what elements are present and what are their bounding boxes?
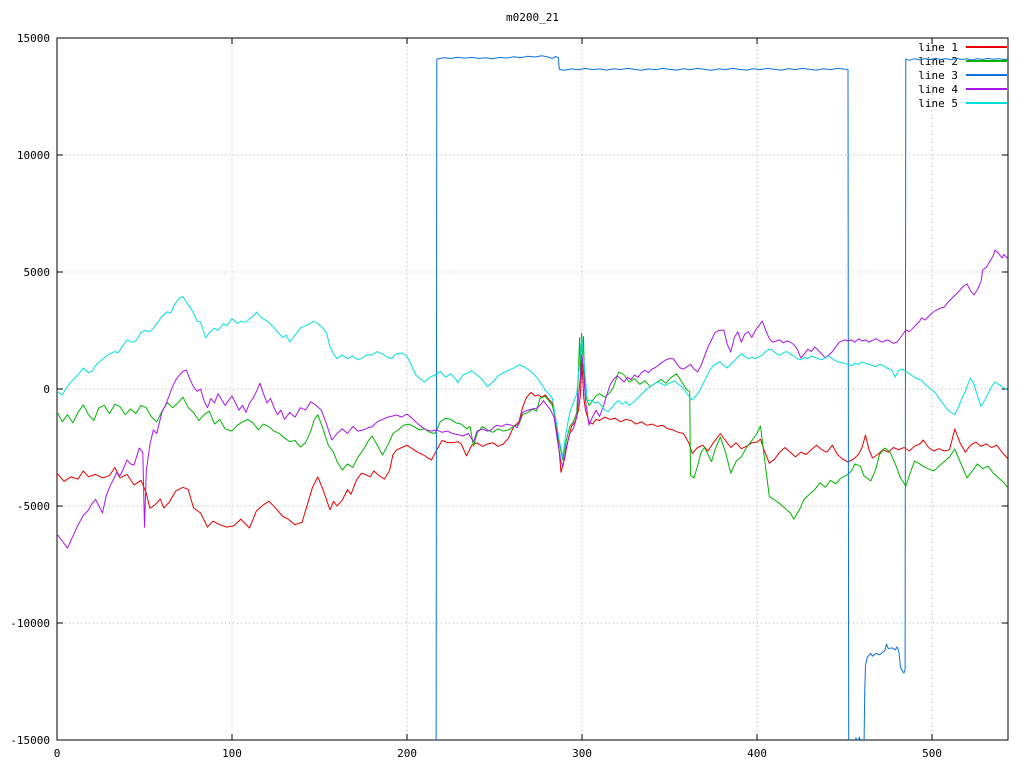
y-axis-tick-label: -15000 (10, 734, 50, 747)
x-axis-tick-label: 400 (747, 747, 767, 760)
series-line-1 (57, 362, 1008, 529)
legend-label: line 1 (918, 40, 958, 54)
series-line-2 (57, 332, 1008, 520)
x-axis-tick-label: 500 (922, 747, 942, 760)
legend-line-sample (966, 88, 1007, 90)
legend-line-sample (966, 74, 1007, 76)
y-axis-tick-label: -10000 (10, 617, 50, 630)
legend-label: line 3 (918, 68, 958, 82)
legend-line-sample (966, 46, 1007, 48)
legend-entry-line-4: line 4 (918, 82, 1007, 96)
x-axis-tick-label: 300 (572, 747, 592, 760)
tick-labels: -15000 -10000 -5000 0 5000 10000 15000 0 100 200 3… (10, 32, 942, 760)
legend-entry-line-2: line 2 (918, 54, 1007, 68)
y-axis-tick-label: 5000 (24, 266, 51, 279)
legend-entry-line-3: line 3 (918, 68, 1007, 82)
chart-title: m0200_21 (506, 11, 559, 24)
plot-border (56, 37, 1009, 741)
series-lines (57, 55, 1008, 740)
series-line-4 (57, 249, 1008, 549)
y-axis-tick-label: 10000 (17, 149, 50, 162)
y-axis-tick-label: 15000 (17, 32, 50, 45)
legend-line-sample (966, 102, 1007, 104)
y-axis-tick-label: -5000 (17, 500, 50, 513)
y-axis-tick-label: 0 (43, 383, 50, 396)
x-axis-tick-label: 100 (222, 747, 242, 760)
legend-entry-line-5: line 5 (918, 96, 1007, 110)
legend-label: line 5 (918, 96, 958, 110)
tick-marks (56, 37, 1008, 741)
legend-label: line 4 (918, 82, 958, 96)
x-axis-tick-label: 0 (54, 747, 61, 760)
gridlines (57, 38, 1008, 740)
series-line-3 (435, 55, 1008, 740)
x-axis-tick-label: 200 (397, 747, 417, 760)
legend-entry-line-1: line 1 (918, 40, 1007, 54)
legend: line 1 line 2 line 3 line 4 line 5 (918, 40, 1007, 110)
legend-label: line 2 (918, 54, 958, 68)
series-line-5 (57, 296, 1008, 458)
legend-line-sample (966, 60, 1007, 62)
